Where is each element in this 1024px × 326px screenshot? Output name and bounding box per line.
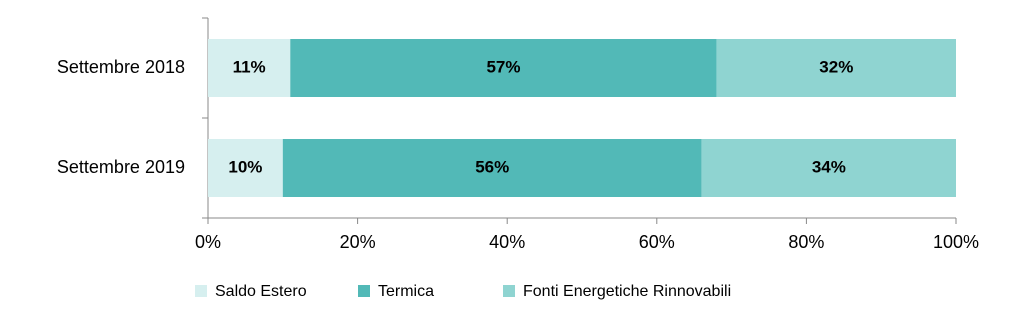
legend-swatch [503,285,515,297]
bar-segment [716,39,956,97]
legend-label: Saldo Estero [215,283,307,300]
bar-segment [208,39,291,97]
x-tick-label: 0% [195,232,221,252]
x-tick-label: 80% [788,232,824,252]
value-label: 34% [812,157,846,176]
value-label: 56% [475,157,509,176]
x-tick-label: 100% [933,232,979,252]
value-label: 57% [486,57,520,76]
x-tick-label: 20% [340,232,376,252]
bar-segment [282,139,702,197]
value-label: 32% [819,57,853,76]
legend-label: Termica [378,283,434,300]
category-label: Settembre 2018 [57,57,185,77]
legend-label: Fonti Energetiche Rinnovabili [523,283,731,300]
category-label: Settembre 2019 [57,157,185,177]
value-label: 11% [233,57,266,76]
bar-segment [290,39,717,97]
bar-segment [701,139,956,197]
bar-segment [208,139,283,197]
x-tick-label: 40% [489,232,525,252]
legend-swatch [358,285,370,297]
value-label: 10% [228,157,262,176]
legend-swatch [195,285,207,297]
x-tick-label: 60% [639,232,675,252]
